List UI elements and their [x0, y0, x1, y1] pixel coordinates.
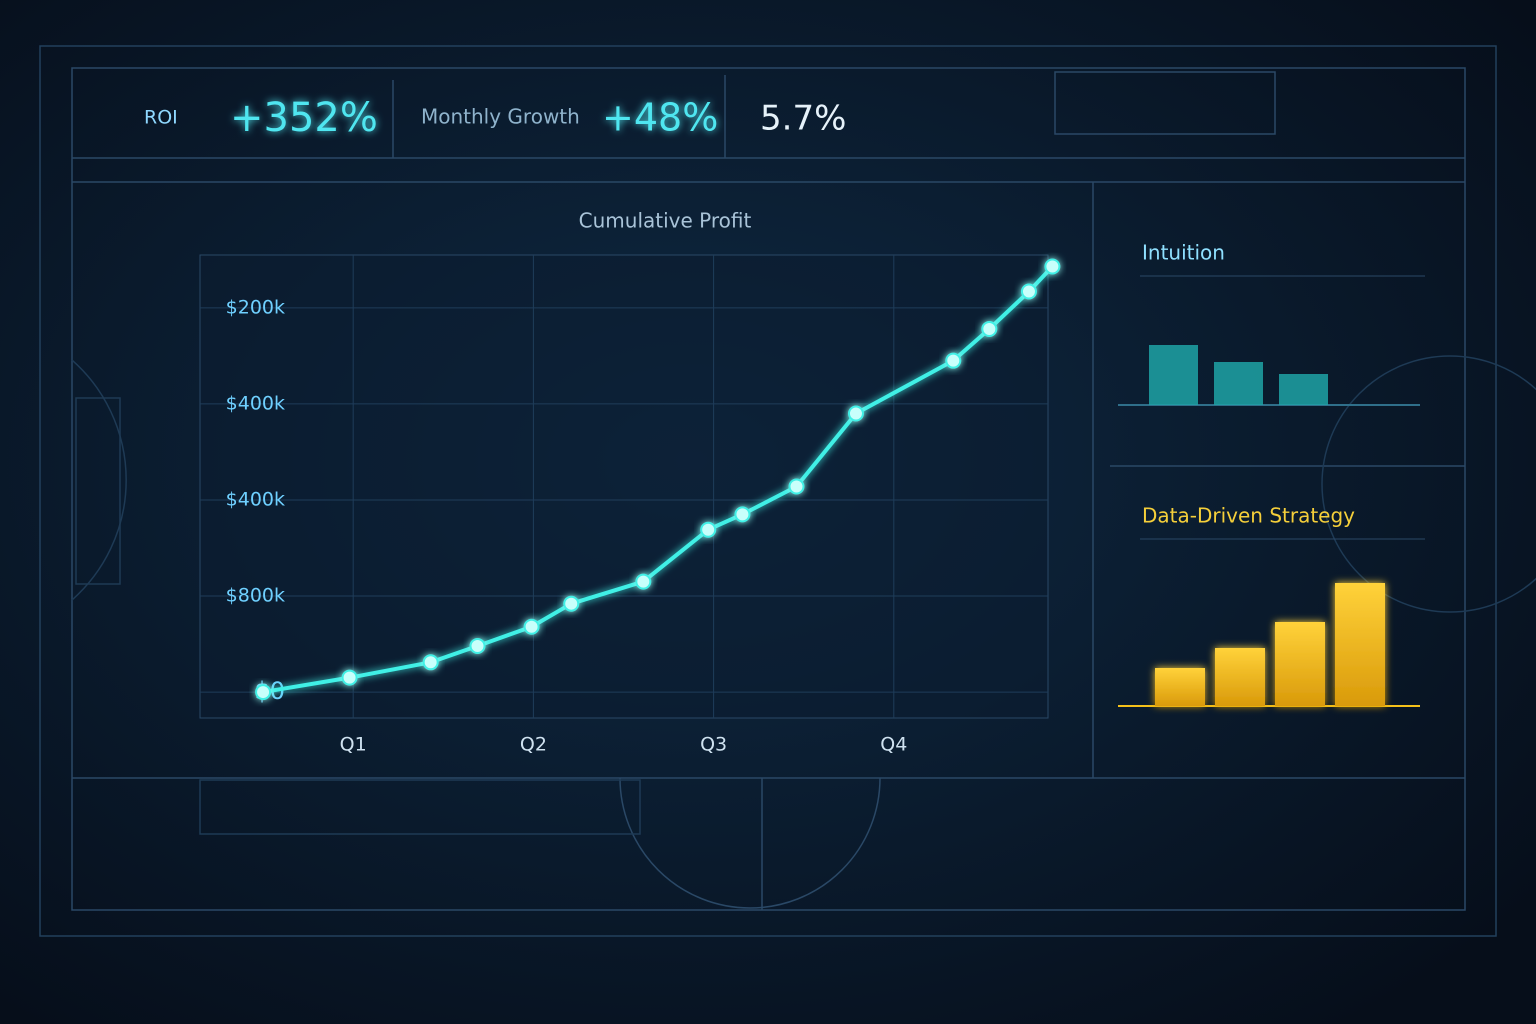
- x-tick-label: Q4: [880, 734, 907, 756]
- kpi-label: ROI: [144, 107, 178, 129]
- data-point: [422, 654, 439, 671]
- data-point: [945, 352, 962, 369]
- data-point: [1020, 283, 1037, 300]
- kpi-value: +48%: [602, 96, 718, 140]
- panel-title: Data-Driven Strategy: [1142, 504, 1355, 528]
- kpi-value: +352%: [230, 95, 378, 141]
- bar: [1335, 583, 1385, 706]
- bar: [1214, 362, 1263, 405]
- bar: [1215, 648, 1265, 706]
- bar: [1155, 668, 1205, 706]
- y-tick-label: $400k: [226, 488, 285, 510]
- bar: [1149, 345, 1198, 405]
- data-point: [700, 521, 717, 538]
- frame: [39, 45, 1536, 937]
- data-point: [255, 684, 272, 701]
- data-point: [341, 669, 358, 686]
- data-point: [847, 405, 864, 422]
- data-point: [635, 573, 652, 590]
- x-tick-label: Q2: [520, 734, 547, 756]
- kpi-value: 5.7%: [760, 99, 846, 139]
- data-point: [734, 506, 751, 523]
- plot-area: [199, 254, 1049, 719]
- data-point: [788, 478, 805, 495]
- data-point: [981, 320, 998, 337]
- data-point: [523, 618, 540, 635]
- data-point: [1044, 258, 1061, 275]
- data-point: [563, 595, 580, 612]
- x-tick-label: Q1: [340, 734, 367, 756]
- y-tick-label: $200k: [226, 296, 285, 318]
- data-point: [469, 637, 486, 654]
- chart-title: Cumulative Profit: [579, 209, 752, 233]
- panel-title: Intuition: [1142, 241, 1225, 265]
- x-tick-label: Q3: [700, 734, 727, 756]
- bar: [1275, 622, 1325, 706]
- y-tick-label: $400k: [226, 392, 285, 414]
- kpi-label: Monthly Growth: [421, 105, 580, 129]
- bar: [1279, 374, 1328, 405]
- y-tick-label: $800k: [226, 585, 285, 607]
